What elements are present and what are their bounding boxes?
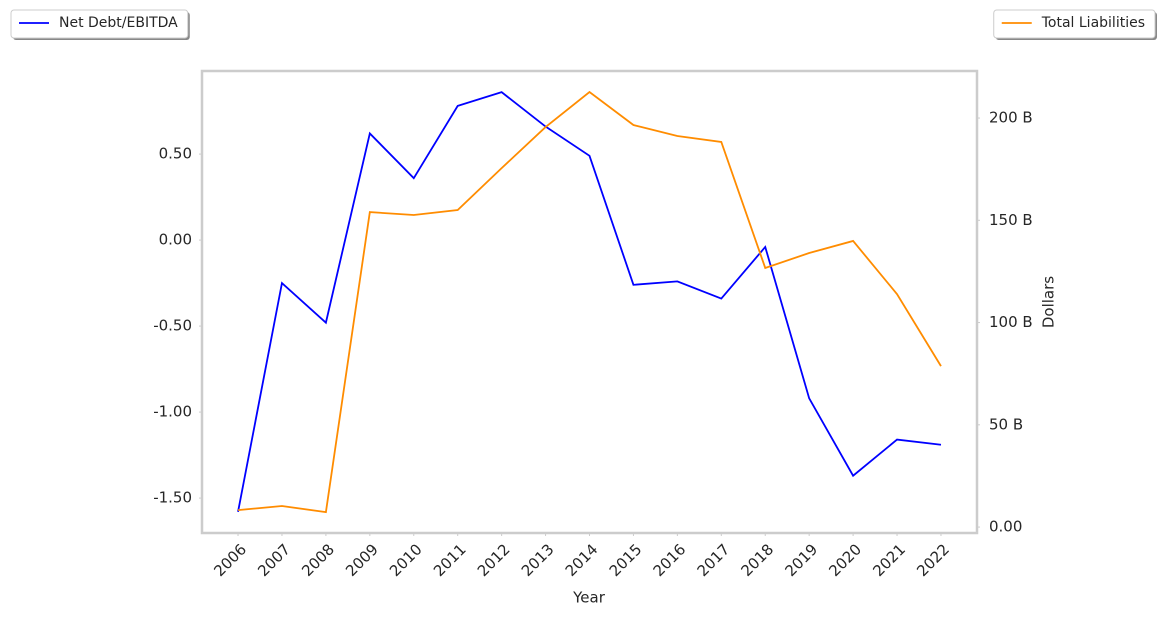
y2-tick-label: 50 B	[989, 415, 1023, 433]
x-tick-label: 2022	[913, 540, 953, 580]
x-tick-label: 2007	[254, 540, 294, 580]
y-tick-label: -1.00	[153, 403, 192, 421]
x-tick-label: 2016	[650, 540, 690, 580]
x-tick-label: 2021	[869, 540, 909, 580]
legend-label: Total Liabilities	[1041, 15, 1145, 31]
x-tick-label: 2011	[430, 540, 470, 580]
legend-box	[993, 9, 1156, 39]
y2-tick-label: 200 B	[989, 109, 1033, 127]
x-axis-label: Year	[572, 589, 606, 607]
x-tick-label: 2019	[781, 540, 821, 580]
x-tick-label: 2006	[210, 540, 250, 580]
y-tick-label: 0.50	[159, 145, 192, 163]
legend-label: Net Debt/EBITDA	[59, 15, 178, 31]
y-tick-label: 0.00	[159, 231, 192, 249]
x-tick-label: 2008	[298, 540, 338, 580]
x-tick-label: 2020	[825, 540, 865, 580]
y-tick-label: -0.50	[153, 317, 192, 335]
y2-tick-label: 150 B	[989, 211, 1033, 229]
x-tick-label: 2014	[562, 540, 602, 580]
x-tick-label: 2015	[606, 540, 646, 580]
legend: Total Liabilities	[993, 9, 1157, 40]
series-line	[237, 91, 942, 513]
x-tick-label: 2012	[474, 540, 514, 580]
plot-frame	[200, 69, 979, 535]
x-tick-label: 2009	[342, 540, 382, 580]
x-tick-label: 2013	[518, 540, 558, 580]
y2-tick-label: 0.00	[989, 518, 1022, 536]
y-tick-label: -1.50	[153, 489, 192, 507]
legend: Net Debt/EBITDA	[10, 9, 190, 40]
x-tick-label: 2018	[738, 540, 778, 580]
y2-axis-label: Dollars	[1040, 276, 1058, 328]
series-line	[237, 90, 942, 514]
x-tick-label: 2010	[386, 540, 426, 580]
legend-box	[10, 9, 189, 39]
y2-tick-label: 100 B	[989, 313, 1033, 331]
x-tick-label: 2017	[694, 540, 734, 580]
